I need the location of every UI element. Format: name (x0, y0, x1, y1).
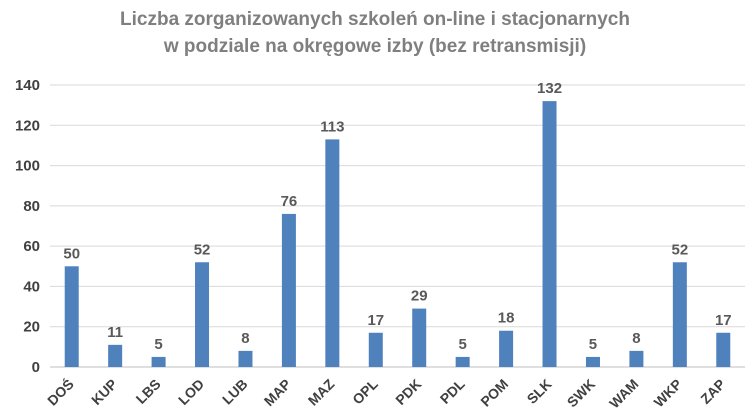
bar (672, 262, 687, 367)
data-label: 5 (154, 336, 162, 353)
bar (542, 101, 557, 367)
x-axis: DOŚ KUP LBS LOD LUB MAP MAZ OPL PDK PDL POM SLK SWK W… (43, 375, 728, 411)
x-tick-label: SWK (564, 376, 598, 410)
x-tick-label: WKP (651, 376, 685, 410)
chart-title-line-1: Liczba zorganizowanych szkoleń on-line i… (120, 9, 630, 30)
data-label: 50 (63, 245, 80, 262)
bar (195, 262, 210, 367)
x-tick-label: LOD (175, 376, 207, 408)
bar (281, 213, 296, 367)
chart-title: Liczba zorganizowanych szkoleń on-line i… (0, 6, 750, 60)
data-label: 5 (458, 336, 466, 353)
bar (629, 350, 644, 367)
y-tick-label: 140 (15, 77, 40, 94)
data-label: 8 (632, 330, 640, 347)
chart-title-line-2: w podziale na okręgowe izby (bez retrans… (163, 36, 587, 57)
y-tick-label: 40 (23, 278, 40, 295)
bars (64, 101, 731, 367)
data-label: 52 (672, 241, 689, 258)
x-tick-label: OPL (349, 375, 381, 407)
bar (412, 308, 427, 367)
y-tick-label: 0 (32, 359, 40, 376)
x-tick-label: DOŚ (43, 375, 76, 408)
bar (585, 356, 600, 367)
x-tick-label: ZAP (697, 376, 728, 407)
x-tick-label: LBS (133, 376, 164, 407)
x-tick-label: SLK (524, 376, 555, 407)
y-tick-label: 80 (23, 198, 40, 215)
data-label: 17 (715, 312, 732, 329)
bar (64, 266, 79, 367)
data-label: 52 (194, 241, 211, 258)
bar (455, 356, 470, 367)
x-tick-label: LUB (219, 376, 251, 408)
bar (716, 332, 731, 367)
gridlines (50, 84, 745, 368)
x-tick-label: MAZ (305, 375, 338, 408)
data-label: 8 (241, 330, 249, 347)
data-label: 5 (589, 336, 597, 353)
data-label: 113 (320, 118, 344, 135)
y-tick-label: 20 (23, 319, 40, 336)
bar (368, 332, 383, 367)
x-tick-label: WAM (606, 376, 642, 412)
y-axis: 0 20 40 60 80 100 120 140 (15, 77, 40, 376)
bar (108, 344, 123, 367)
y-tick-label: 120 (15, 117, 40, 134)
x-tick-label: KUP (88, 376, 120, 408)
bar (238, 350, 253, 367)
x-tick-label: PDK (392, 376, 424, 408)
data-label: 132 (537, 80, 562, 97)
data-label: 29 (411, 288, 428, 305)
data-labels: 50 11 5 52 8 76 113 17 29 5 18 132 5 8 52 17 (63, 80, 731, 353)
data-label: 18 (498, 310, 515, 327)
y-tick-label: 100 (15, 158, 40, 175)
data-label: 76 (281, 193, 298, 210)
bar (151, 356, 166, 367)
bar (325, 139, 340, 367)
x-tick-label: MAP (261, 376, 294, 409)
data-label: 17 (367, 312, 384, 329)
x-tick-label: POM (477, 376, 511, 410)
data-label: 11 (107, 324, 123, 341)
x-tick-label: PDL (437, 375, 468, 406)
y-tick-label: 60 (23, 238, 40, 255)
bar (499, 330, 514, 367)
